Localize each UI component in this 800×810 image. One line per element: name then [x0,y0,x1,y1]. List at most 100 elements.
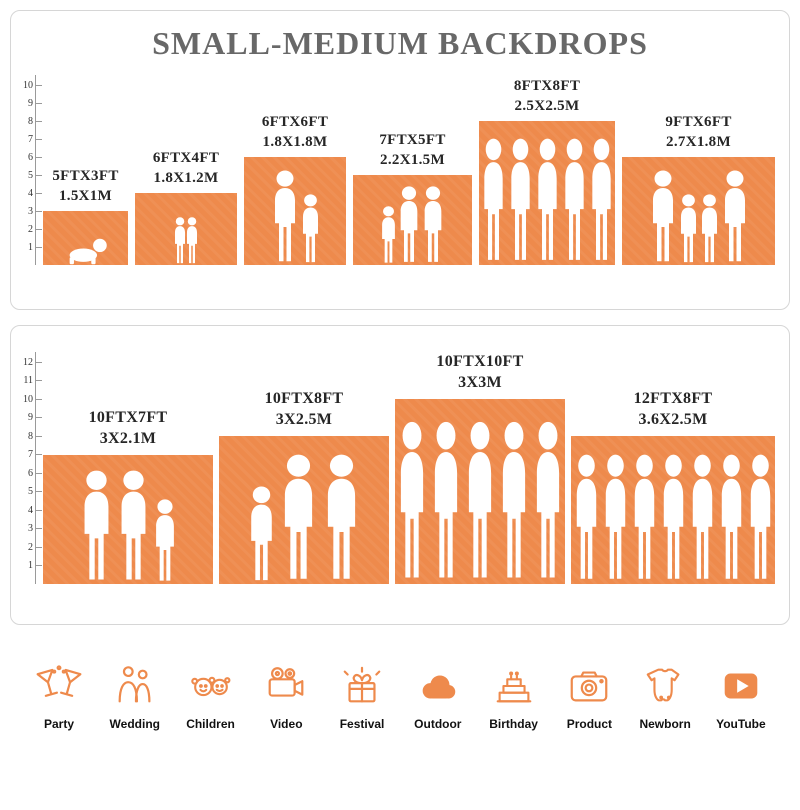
size-feet: 10FTX8FT [264,390,344,408]
wedding-icon [112,663,158,709]
category-outdoor: Outdoor [405,663,471,731]
ruler-tick: 4 [28,185,42,201]
ruler-tick: 2 [28,221,42,237]
backdrop-6ftx6ft: 6FTX6FT 1.8X1.8M [244,113,346,265]
backdrop-10ftx7ft: 10FTX7FT 3X2.1M [43,408,213,584]
person-silhouette [468,421,492,578]
backdrop-5ftx3ft: 5FTX3FT 1.5X1M [43,167,128,265]
page-title: SMALL-MEDIUM BACKDROPS [152,25,648,61]
backdrop-size-label: 10FTX7FT 3X2.1M [89,408,168,450]
backdrop-10ftx10ft: 10FTX10FT 3X3M [395,352,565,584]
ruler-line [35,352,36,584]
ruler-tick-mark [35,361,42,363]
backdrop-6ftx4ft: 6FTX4FT 1.8X1.2M [135,149,237,265]
backdrop-size-label: 6FTX4FT 1.8X1.2M [153,149,219,188]
backdrop-10ftx8ft: 10FTX8FT 3X2.5M [219,389,389,584]
ruler-tick: 3 [28,521,42,537]
ruler-tick: 8 [28,428,42,444]
backdrop-size-label: 9FTX6FT 2.7X1.8M [665,113,731,152]
ruler-tick-number: 2 [28,223,33,235]
ruler-tick-number: 7 [28,449,33,460]
baby-silhouette [69,238,107,265]
ruler-tick-mark [35,84,42,86]
people-silhouettes [135,217,237,265]
category-children: Children [178,663,244,731]
backdrop-block [219,436,389,584]
size-feet: 7FTX5FT [379,132,446,148]
ruler-tick: 7 [28,447,42,463]
ruler-tick: 2 [28,539,42,555]
backdrop-bars-top: 5FTX3FT 1.5X1M 6FTX4FT 1.8X1.2M 6FTX6FT 1.8X1… [43,77,775,265]
category-label: Party [43,717,75,731]
ruler-tick-number: 6 [28,467,33,479]
people-silhouettes [43,237,128,265]
person-silhouette [250,486,272,581]
backdrop-8ftx8ft: 8FTX8FT 2.5X2.5M [479,77,615,265]
ruler-tick-number: 8 [28,430,33,442]
backdrop-block [135,193,237,265]
ruler-tick: 9 [28,95,42,111]
category-label: Festival [339,717,385,731]
size-meters: 2.7X1.8M [666,133,731,150]
ruler-tick-number: 12 [23,356,33,368]
ruler-tick-mark [35,509,42,511]
category-label: Birthday [489,717,538,731]
size-meters: 1.8X1.8M [262,133,328,150]
backdrop-9ftx6ft: 9FTX6FT 2.7X1.8M [622,113,775,265]
backdrop-block [622,157,775,265]
backdrop-size-label: 10FTX8FT 3X2.5M [265,389,344,431]
ruler-tick-mark [35,546,42,548]
ruler-tick-mark [35,398,42,400]
ruler-tick: 6 [28,149,42,165]
ruler-tick-mark [35,228,42,230]
ruler-tick-mark [35,174,42,176]
size-feet: 12FTX8FT [633,390,713,408]
birthday-icon [491,663,537,709]
backdrop-size-label: 10FTX10FT 3X3M [436,352,523,394]
ruler-tick-mark [35,120,42,122]
person-silhouette [701,194,717,263]
person-silhouette [274,170,295,262]
festival-icon [339,663,385,709]
person-silhouette [576,454,596,579]
newborn-icon [642,663,688,709]
people-silhouettes [244,170,346,265]
size-meters: 3X2.5M [275,411,333,429]
backdrop-size-label: 5FTX3FT 1.5X1M [52,167,118,206]
ruler-tick-number: 10 [23,79,33,91]
person-silhouette [680,194,696,263]
size-feet: 10FTX10FT [436,353,524,371]
person-silhouette [156,499,174,581]
backdrop-block [43,454,213,584]
person-silhouette [121,470,146,580]
ruler-tick-number: 3 [28,523,33,534]
person-silhouette [537,138,557,260]
category-newborn: Newborn [632,663,698,731]
backdrop-block [353,175,472,265]
ruler-tick-number: 2 [28,541,33,553]
person-silhouette [502,421,526,578]
ruler-tick-mark [35,192,42,194]
size-meters: 2.5X2.5M [514,97,580,114]
height-ruler-top: 1 2 3 4 5 6 7 8 9 10 [14,11,42,309]
person-silhouette [483,138,503,260]
ruler-tick: 3 [28,203,42,219]
ruler-tick-number: 4 [28,504,33,516]
ruler-line [35,75,36,265]
ruler-tick-mark [35,565,42,566]
ruler-tick: 10 [23,77,42,93]
person-silhouette [692,454,712,579]
backdrop-block [479,121,615,265]
backdrop-12ftx8ft: 12FTX8FT 3.6X2.5M [571,389,775,584]
ruler-tick-mark [35,472,42,474]
person-silhouette [634,454,654,579]
size-meters: 2.2X1.5M [380,151,445,168]
person-silhouette [302,194,318,263]
ruler-tick: 1 [28,558,42,574]
ruler-tick: 9 [28,410,42,426]
ruler-tick-mark [35,491,42,492]
backdrop-block [244,157,346,265]
category-birthday: Birthday [481,663,547,731]
backdrop-size-label: 12FTX8FT 3.6X2.5M [634,389,713,431]
person-silhouette [284,454,312,579]
